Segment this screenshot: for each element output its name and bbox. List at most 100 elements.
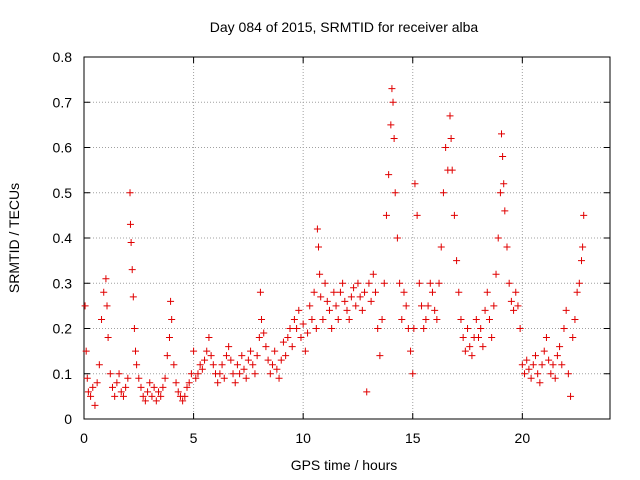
data-point-marker [380, 279, 388, 287]
data-point-marker [319, 315, 327, 323]
y-tick-label: 0.2 [53, 321, 73, 337]
data-point-marker [365, 279, 373, 287]
data-point-marker [529, 361, 537, 369]
data-point-marker [161, 374, 169, 382]
data-point-marker [358, 306, 366, 314]
data-point-marker [439, 189, 447, 197]
data-point-marker [104, 334, 112, 342]
data-point-marker [132, 347, 140, 355]
data-point-marker [415, 279, 423, 287]
data-points [81, 85, 588, 409]
data-point-marker [119, 392, 127, 400]
data-point-marker [150, 383, 158, 391]
y-tick-label: 0.4 [53, 230, 73, 246]
data-point-marker [325, 306, 333, 314]
data-point-marker [255, 334, 263, 342]
data-point-marker [214, 379, 222, 387]
data-point-marker [512, 288, 520, 296]
data-point-marker [139, 392, 147, 400]
data-point-marker [316, 270, 324, 278]
data-point-marker [553, 352, 561, 360]
data-point-marker [157, 392, 165, 400]
y-tick-label: 0.6 [53, 140, 73, 156]
data-point-marker [286, 325, 294, 332]
y-tick-labels: 0 0.1 0.2 0.3 0.4 0.5 0.6 0.7 0.8 [53, 49, 73, 427]
data-point-marker [172, 379, 180, 387]
data-point-marker [137, 383, 145, 391]
data-point-marker [129, 293, 137, 301]
data-point-marker [233, 361, 241, 369]
data-point-marker [102, 275, 110, 283]
data-point-marker [222, 352, 230, 360]
data-point-marker [290, 315, 298, 323]
data-point-marker [371, 288, 379, 296]
data-point-marker [122, 383, 130, 391]
data-point-marker [369, 270, 377, 278]
data-point-marker [194, 370, 202, 378]
data-point-marker [268, 361, 276, 369]
data-point-marker [277, 356, 285, 364]
data-point-marker [347, 293, 355, 301]
data-point-marker [580, 211, 588, 219]
data-point-marker [203, 347, 211, 355]
data-point-marker [170, 361, 178, 369]
data-point-marker [361, 288, 369, 296]
data-point-marker [225, 343, 233, 351]
data-point-marker [523, 356, 531, 364]
data-point-marker [273, 365, 281, 373]
data-point-marker [216, 370, 224, 378]
data-point-marker [433, 315, 441, 323]
data-point-marker [446, 112, 454, 120]
data-point-marker [330, 288, 338, 296]
data-point-marker [521, 370, 529, 378]
data-point-marker [562, 306, 570, 314]
data-point-marker [231, 379, 239, 387]
data-point-marker [108, 383, 116, 391]
data-point-marker [310, 288, 318, 296]
data-point-marker [343, 306, 351, 314]
data-point-marker [411, 180, 419, 188]
data-point-marker [165, 334, 173, 342]
data-point-marker [262, 343, 270, 351]
data-point-marker [95, 361, 103, 369]
data-point-marker [556, 343, 564, 351]
data-point-marker [133, 361, 141, 369]
data-point-marker [547, 370, 555, 378]
data-point-marker [260, 329, 268, 337]
data-point-marker [481, 306, 489, 314]
data-point-marker [317, 293, 325, 301]
data-point-marker [113, 379, 121, 387]
data-point-marker [387, 121, 395, 129]
data-point-marker [299, 320, 307, 328]
data-point-marker [575, 279, 583, 287]
data-point-marker [251, 370, 259, 378]
data-point-marker [483, 288, 491, 296]
data-point-marker [388, 85, 396, 93]
x-tick-label: 15 [405, 430, 421, 446]
data-point-marker [227, 356, 235, 364]
data-point-marker [89, 383, 97, 391]
data-point-marker [238, 352, 246, 360]
data-point-marker [507, 297, 515, 305]
data-point-marker [190, 347, 198, 355]
data-point-marker [447, 134, 455, 142]
data-point-marker [527, 374, 535, 382]
data-point-marker [459, 334, 467, 342]
data-point-marker [479, 343, 487, 351]
data-point-marker [201, 356, 209, 364]
data-point-marker [389, 98, 397, 106]
data-point-marker [378, 315, 386, 323]
data-point-marker [536, 379, 544, 387]
data-point-marker [174, 388, 182, 396]
data-point-marker [141, 397, 149, 405]
data-point-marker [450, 211, 458, 219]
data-point-marker [282, 352, 290, 360]
data-point-marker [98, 315, 106, 323]
data-point-marker [494, 234, 502, 242]
data-point-marker [91, 401, 99, 409]
data-point-marker [135, 374, 143, 382]
data-point-marker [413, 211, 421, 219]
data-point-marker [464, 325, 472, 332]
data-point-marker [84, 388, 92, 396]
